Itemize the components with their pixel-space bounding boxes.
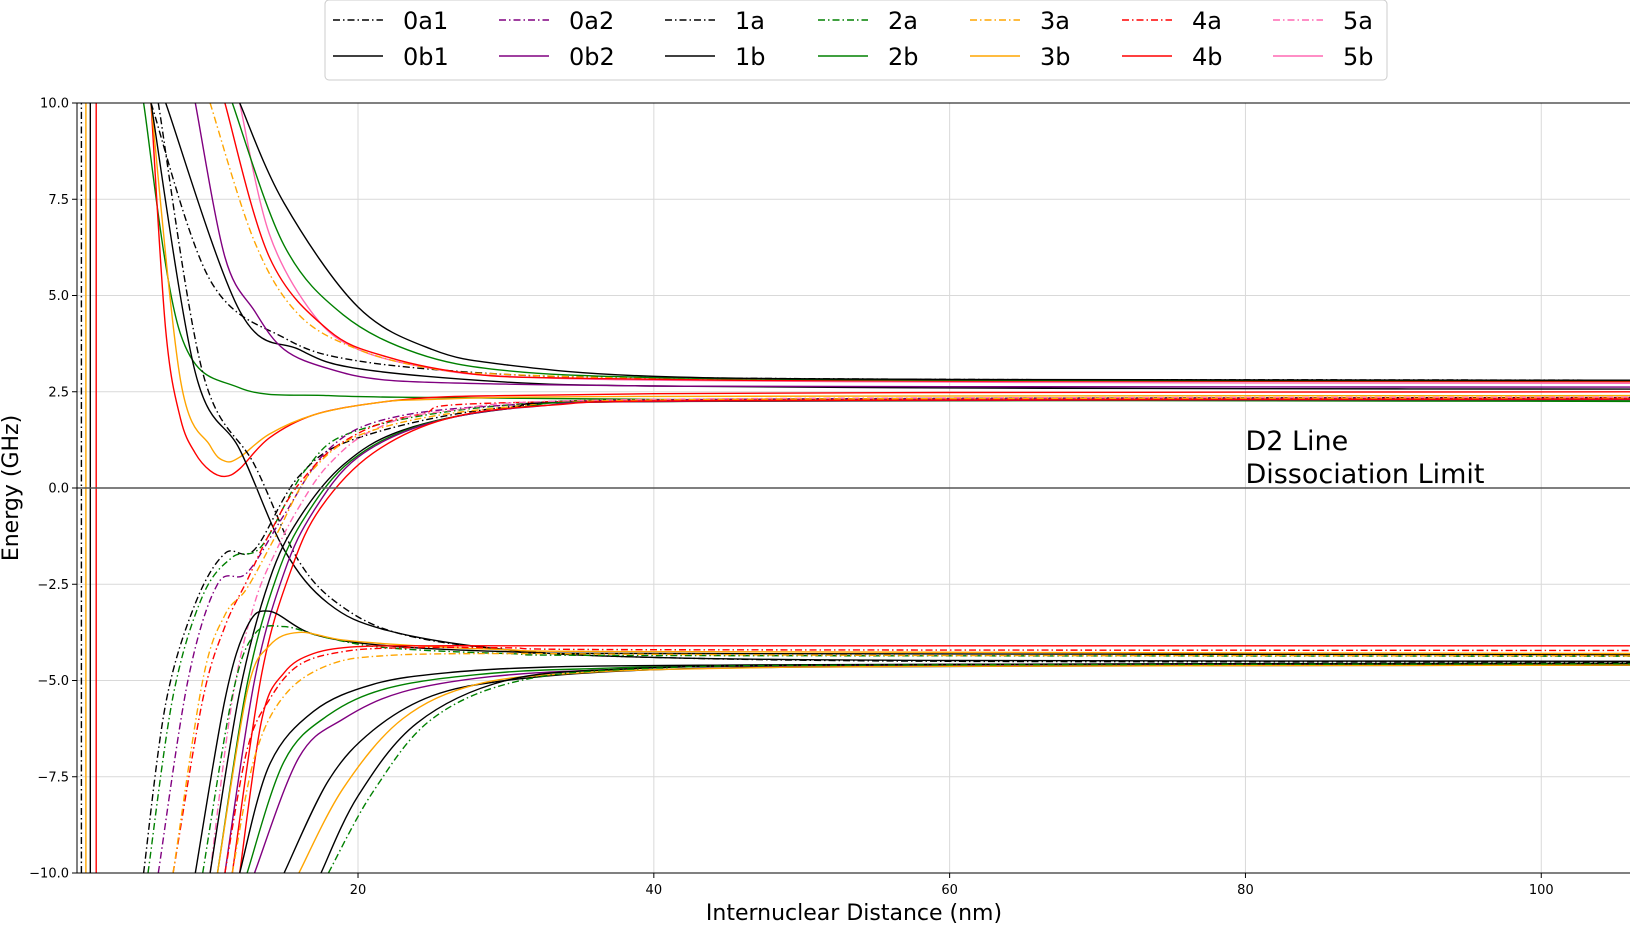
legend-box bbox=[324, 0, 1388, 81]
legend-label: 0b1 bbox=[403, 43, 449, 71]
legend-label: 2a bbox=[888, 7, 918, 35]
legend-label: 0b2 bbox=[569, 43, 615, 71]
x-axis-label: Internuclear Distance (nm) bbox=[706, 901, 1002, 925]
series-line-16 bbox=[172, 397, 1630, 873]
series-line-9 bbox=[209, 103, 1630, 382]
legend-label: 4a bbox=[1192, 7, 1222, 35]
series-line-35 bbox=[327, 663, 1630, 873]
legend-label: 2b bbox=[888, 43, 919, 71]
y-tick-label: −10.0 bbox=[29, 867, 69, 882]
y-tick-label: −5.0 bbox=[37, 674, 69, 689]
series-line-22 bbox=[231, 398, 1630, 873]
legend-label: 5a bbox=[1343, 7, 1373, 35]
series-line-15 bbox=[157, 397, 1630, 873]
series-line-8 bbox=[239, 103, 1630, 384]
annotation-line-1: D2 Line bbox=[1245, 426, 1348, 457]
legend-label: 4b bbox=[1192, 43, 1223, 71]
y-tick-label: 5.0 bbox=[48, 289, 69, 304]
legend: 0a1 0b1 0a2 0b2 1a 1b 2a 2b 3a 3b 4a 4b 5a 5b bbox=[324, 0, 1388, 81]
y-tick-label: 0.0 bbox=[48, 482, 69, 497]
series-line-27 bbox=[224, 646, 1630, 873]
series-line-4 bbox=[150, 103, 1630, 463]
series-line-12 bbox=[239, 103, 1630, 381]
y-tick-label: −7.5 bbox=[37, 770, 69, 785]
series-line-5 bbox=[150, 103, 1630, 662]
legend-label: 1b bbox=[735, 43, 766, 71]
y-axis-label: Energy (GHz) bbox=[0, 415, 24, 561]
legend-label: 0a1 bbox=[403, 7, 448, 35]
series-line-7 bbox=[194, 103, 1630, 388]
legend-label: 3b bbox=[1040, 43, 1071, 71]
legend-label: 3a bbox=[1040, 7, 1070, 35]
series-line-10 bbox=[224, 103, 1630, 383]
series-line-26 bbox=[239, 645, 1630, 873]
x-tick-label: 60 bbox=[941, 883, 958, 898]
series-line-6 bbox=[157, 103, 1630, 663]
x-tick-label: 40 bbox=[646, 883, 663, 898]
legend-label: 5b bbox=[1343, 43, 1374, 71]
y-tick-label: 2.5 bbox=[48, 385, 69, 400]
annotation-dissociation-limit: D2 Line Dissociation Limit bbox=[1245, 426, 1484, 490]
series-line-18 bbox=[172, 397, 1630, 873]
ticks: 20 40 60 80 100 −10.0 −7.5 −5.0 −2.5 0.0 2.5 5.0 7.5… bbox=[29, 97, 1554, 899]
annotation-line-2: Dissociation Limit bbox=[1245, 459, 1484, 490]
legend-label: 1a bbox=[735, 7, 765, 35]
series-line-23 bbox=[194, 610, 1630, 873]
legend-label: 0a2 bbox=[569, 7, 614, 35]
series-group bbox=[77, 103, 1630, 873]
series-line-25 bbox=[216, 631, 1630, 873]
y-tick-label: 7.5 bbox=[48, 193, 69, 208]
series-line-17 bbox=[209, 396, 1630, 873]
x-tick-label: 20 bbox=[350, 883, 367, 898]
x-tick-label: 80 bbox=[1237, 883, 1254, 898]
series-line-33 bbox=[298, 664, 1630, 873]
x-tick-label: 100 bbox=[1529, 883, 1554, 898]
y-tick-label: −2.5 bbox=[37, 578, 69, 593]
y-tick-label: 10.0 bbox=[40, 97, 69, 112]
